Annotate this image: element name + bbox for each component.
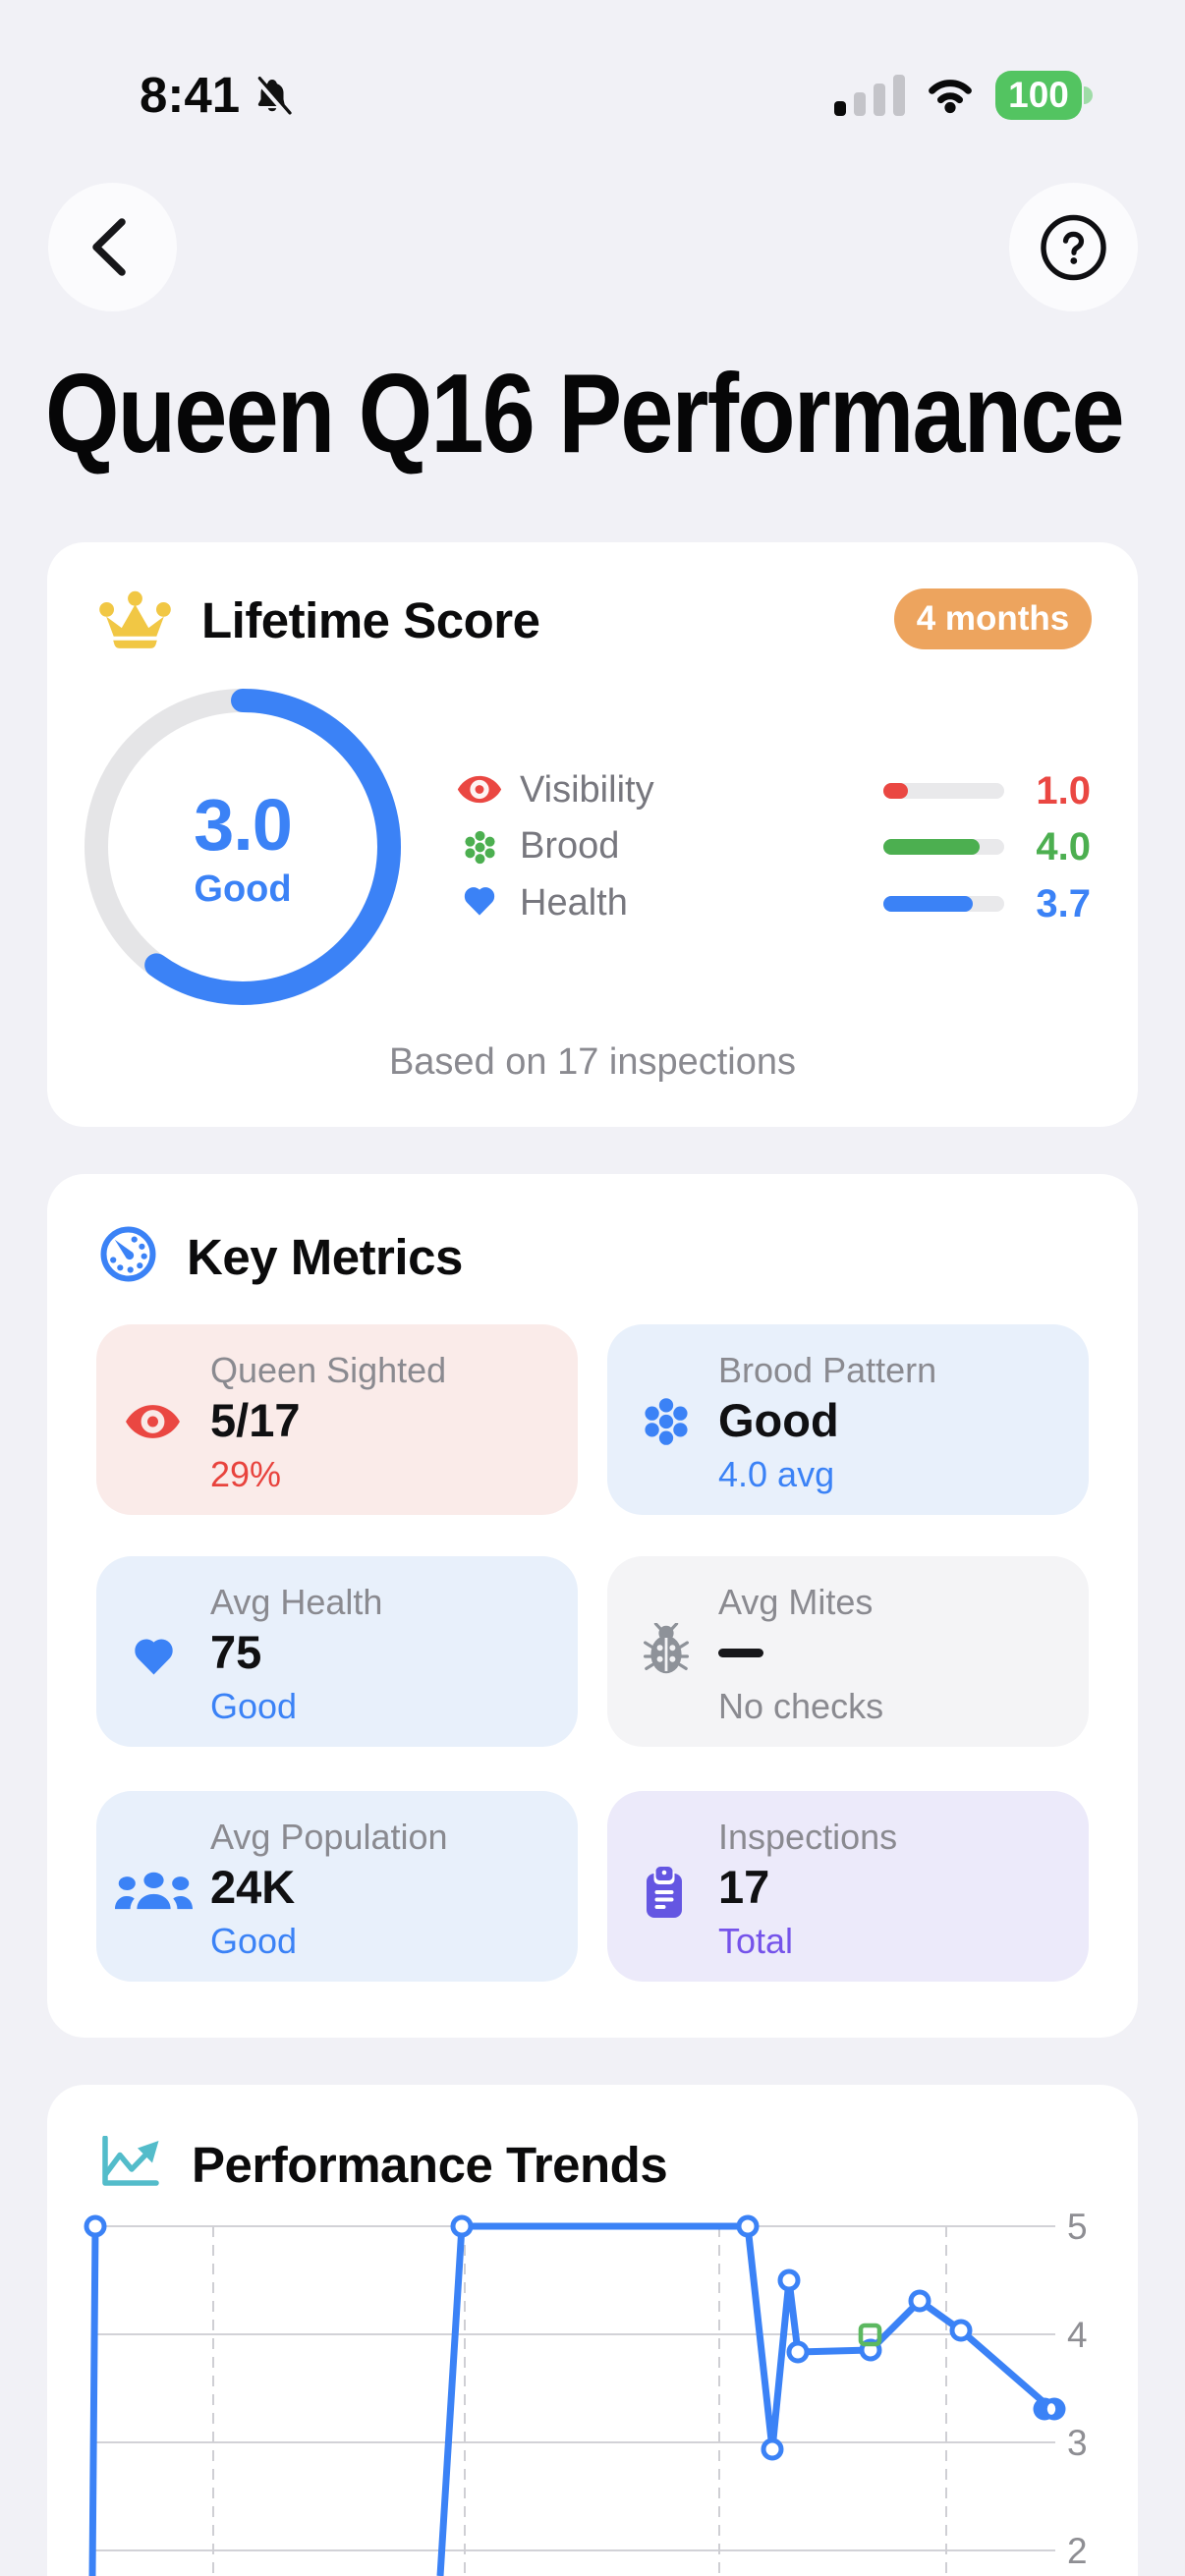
svg-text:3: 3 [1067, 2423, 1088, 2463]
svg-text:4: 4 [1067, 2315, 1088, 2355]
svg-text:2: 2 [1067, 2531, 1088, 2571]
svg-text:5: 5 [1067, 2207, 1088, 2247]
